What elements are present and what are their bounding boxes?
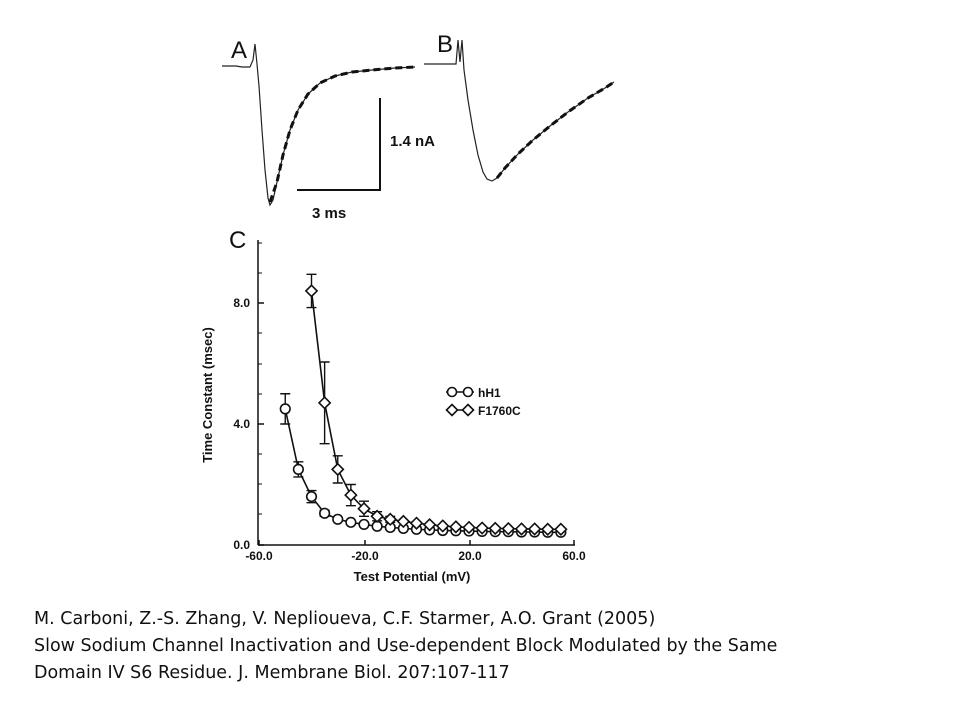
data-point-f1760c bbox=[331, 462, 345, 477]
panel-b: B bbox=[424, 31, 615, 182]
data-point-f1760c bbox=[396, 514, 411, 529]
x-tick-label: 20.0 bbox=[458, 549, 482, 563]
citation-line: M. Carboni, Z.-S. Zhang, V. Neplioueva, … bbox=[34, 609, 656, 629]
legend-diamond-marker bbox=[445, 403, 459, 417]
legend-circle-marker bbox=[446, 386, 458, 398]
data-point-f1760c bbox=[554, 522, 568, 537]
y-tick-label: 0.0 bbox=[233, 538, 250, 552]
citation: M. Carboni, Z.-S. Zhang, V. Neplioueva, … bbox=[34, 606, 934, 687]
x-axis: -60.0 -20.0 20.0 60.0 Test Potential (mV… bbox=[245, 540, 586, 584]
panel-c-label: C bbox=[229, 227, 246, 254]
data-point-f1760c bbox=[488, 521, 502, 536]
panel-b-trace bbox=[424, 39, 615, 182]
data-point-f1760c bbox=[436, 519, 450, 533]
data-point-f1760c bbox=[409, 516, 424, 530]
panel-b-fit bbox=[495, 80, 615, 179]
x-tick-label: -60.0 bbox=[245, 549, 273, 563]
data-point-f1760c bbox=[344, 488, 358, 502]
y-tick-label: 8.0 bbox=[233, 296, 250, 310]
citation-line: Slow Sodium Channel Inactivation and Use… bbox=[34, 636, 778, 656]
citation-line: Domain IV S6 Residue. J. Membrane Biol. … bbox=[34, 663, 510, 683]
data-point-f1760c bbox=[462, 520, 476, 535]
legend-label-f1760c: F1760C bbox=[478, 404, 521, 418]
data-point-hh1 bbox=[279, 403, 291, 415]
figure: A 1.4 nA 3 ms B C 0.0 4.0 8.0 bbox=[200, 31, 615, 584]
data-point-hh1 bbox=[305, 491, 318, 503]
panel-a: A 1.4 nA 3 ms bbox=[222, 37, 435, 222]
scale-bar bbox=[297, 98, 381, 191]
data-point-f1760c bbox=[449, 520, 463, 534]
data-point-f1760c bbox=[501, 521, 516, 536]
series-line-hh1 bbox=[284, 408, 561, 534]
data-point-f1760c bbox=[527, 522, 542, 536]
data-point-hh1 bbox=[332, 513, 344, 525]
data-point-hh1 bbox=[292, 463, 304, 475]
x-tick-label: 60.0 bbox=[562, 549, 586, 563]
y-tick-label: 4.0 bbox=[233, 417, 250, 431]
legend-label-hh1: hH1 bbox=[478, 386, 501, 400]
plot-series bbox=[279, 273, 568, 538]
panel-a-trace bbox=[222, 43, 416, 207]
data-point-hh1 bbox=[345, 516, 357, 528]
y-axis-title: Time Constant (msec) bbox=[200, 327, 215, 463]
data-point-f1760c bbox=[541, 522, 555, 537]
panel-a-fit bbox=[268, 65, 416, 203]
data-point-hh1 bbox=[319, 507, 331, 519]
data-point-f1760c bbox=[422, 518, 437, 532]
y-axis: 0.0 4.0 8.0 Time Constant (msec) bbox=[200, 240, 264, 552]
data-point-f1760c bbox=[304, 284, 319, 298]
data-point-f1760c bbox=[475, 521, 489, 535]
x-tick-label: -20.0 bbox=[351, 549, 379, 563]
panel-b-label: B bbox=[437, 31, 453, 58]
legend: hH1 F1760C bbox=[445, 386, 521, 418]
legend-circle-marker bbox=[462, 386, 474, 398]
data-point-f1760c bbox=[357, 501, 371, 516]
data-point-hh1 bbox=[358, 518, 370, 531]
data-point-f1760c bbox=[370, 509, 384, 523]
panel-a-label: A bbox=[231, 37, 247, 64]
data-point-f1760c bbox=[317, 396, 332, 410]
scale-time-label: 3 ms bbox=[312, 205, 346, 222]
x-axis-title: Test Potential (mV) bbox=[354, 569, 471, 584]
data-point-f1760c bbox=[383, 512, 397, 527]
scale-current-label: 1.4 nA bbox=[390, 133, 435, 150]
data-point-f1760c bbox=[514, 522, 529, 536]
legend-diamond-marker bbox=[461, 403, 475, 417]
panel-c: C 0.0 4.0 8.0 Time Constant (msec) - bbox=[200, 227, 586, 584]
